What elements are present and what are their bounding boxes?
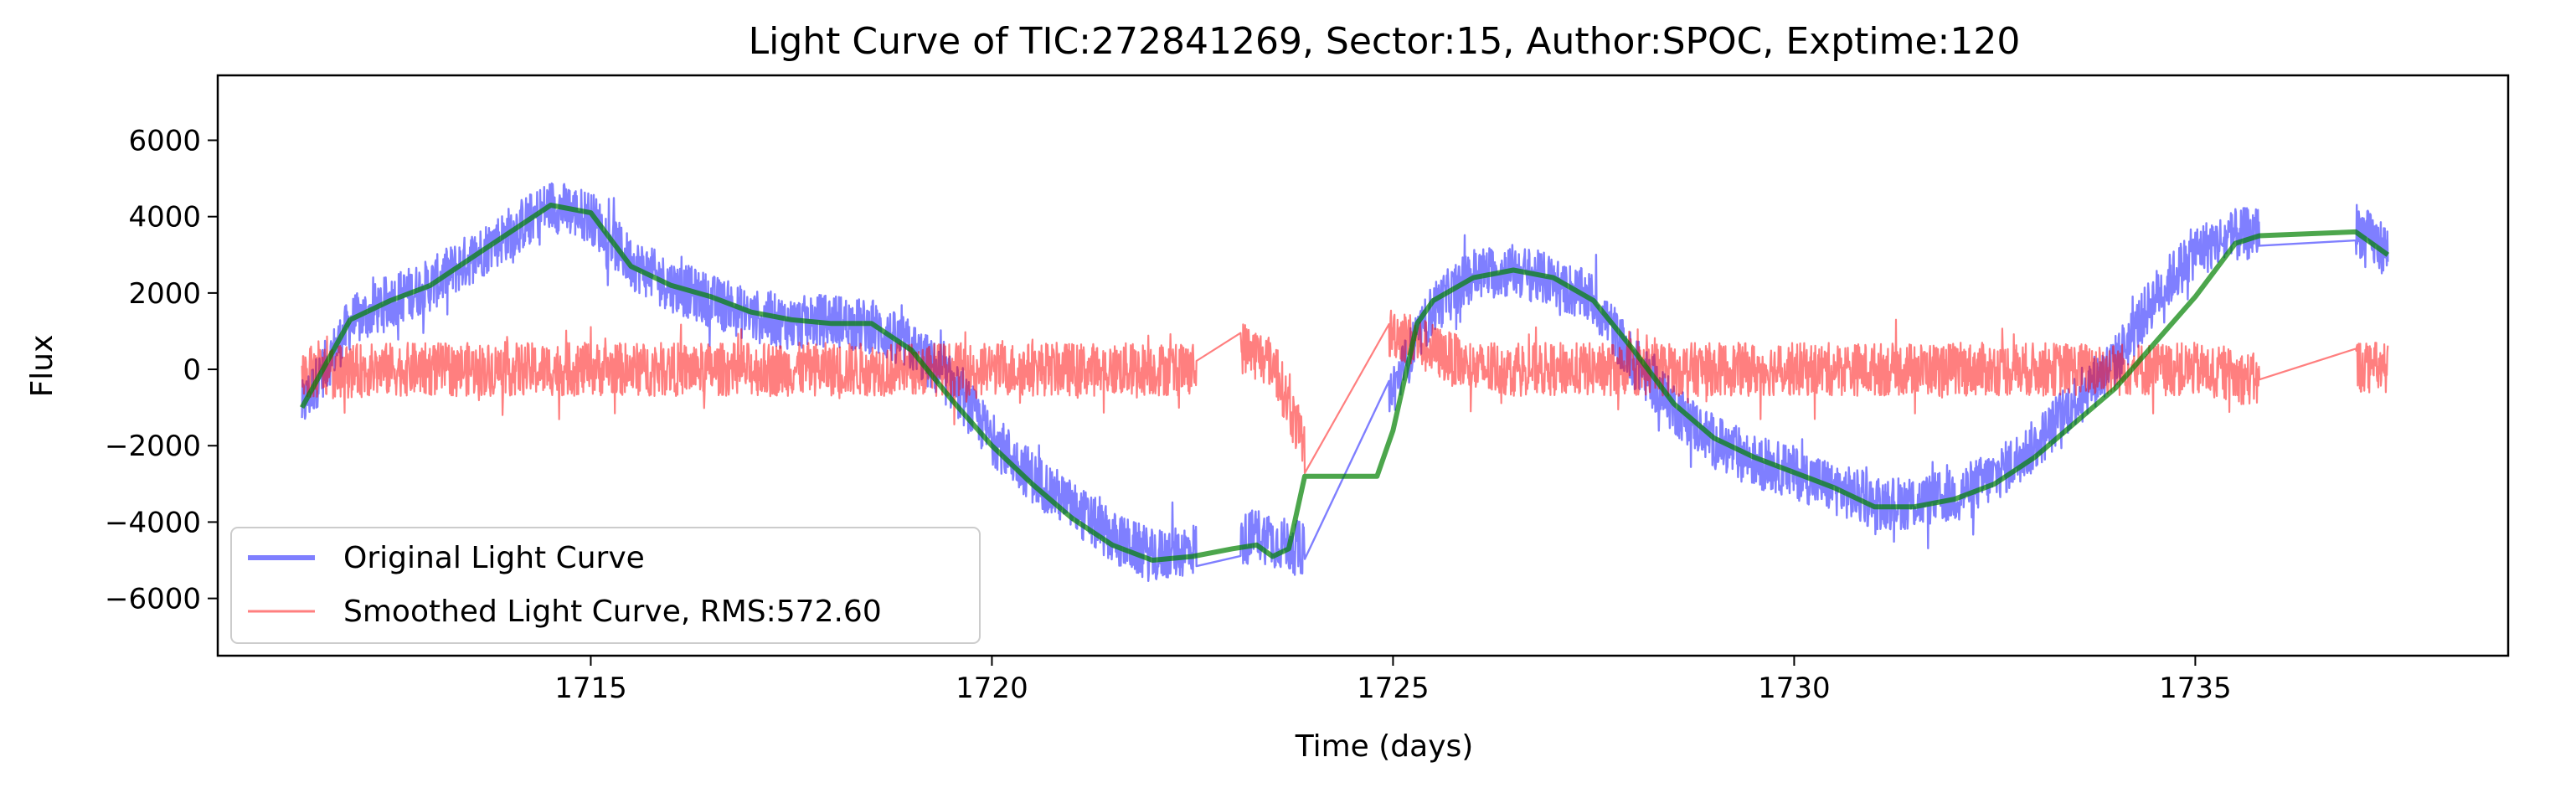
series-layer <box>299 182 2390 582</box>
plot-frame <box>216 74 2510 657</box>
series-original-line <box>301 182 2389 582</box>
legend-label-original: Original Light Curve <box>343 541 645 575</box>
x-axis-label: Time (days) <box>1295 729 1474 764</box>
y-tick-label: −2000 <box>105 430 201 463</box>
x-tick-label: 1725 <box>1357 672 1430 705</box>
chart-title: Light Curve of TIC:272841269, Sector:15,… <box>749 20 2021 63</box>
x-axis: 1715 1720 1725 1730 1735 <box>554 656 2232 705</box>
legend-label-smoothed: Smoothed Light Curve, RMS:572.60 <box>343 595 882 629</box>
legend-box <box>230 527 981 644</box>
y-axis-label: Flux <box>25 335 59 398</box>
y-tick-label: 6000 <box>128 125 201 158</box>
y-tick-label: 0 <box>183 353 201 387</box>
y-tick-label: 2000 <box>128 277 201 311</box>
legend: Original Light Curve Smoothed Light Curv… <box>230 527 981 644</box>
x-tick-label: 1735 <box>2159 672 2232 705</box>
y-tick-label: −6000 <box>105 583 201 616</box>
plot-area <box>299 182 2390 582</box>
series-smoothed-line <box>301 309 2389 474</box>
x-tick-label: 1730 <box>1758 672 1831 705</box>
y-tick-label: 4000 <box>128 201 201 234</box>
x-tick-label: 1720 <box>956 672 1028 705</box>
series-trend-line <box>299 203 2390 563</box>
y-axis: −6000 −4000 −2000 0 2000 4000 6000 <box>105 125 218 616</box>
x-tick-label: 1715 <box>554 672 627 705</box>
y-tick-label: −4000 <box>105 506 201 539</box>
